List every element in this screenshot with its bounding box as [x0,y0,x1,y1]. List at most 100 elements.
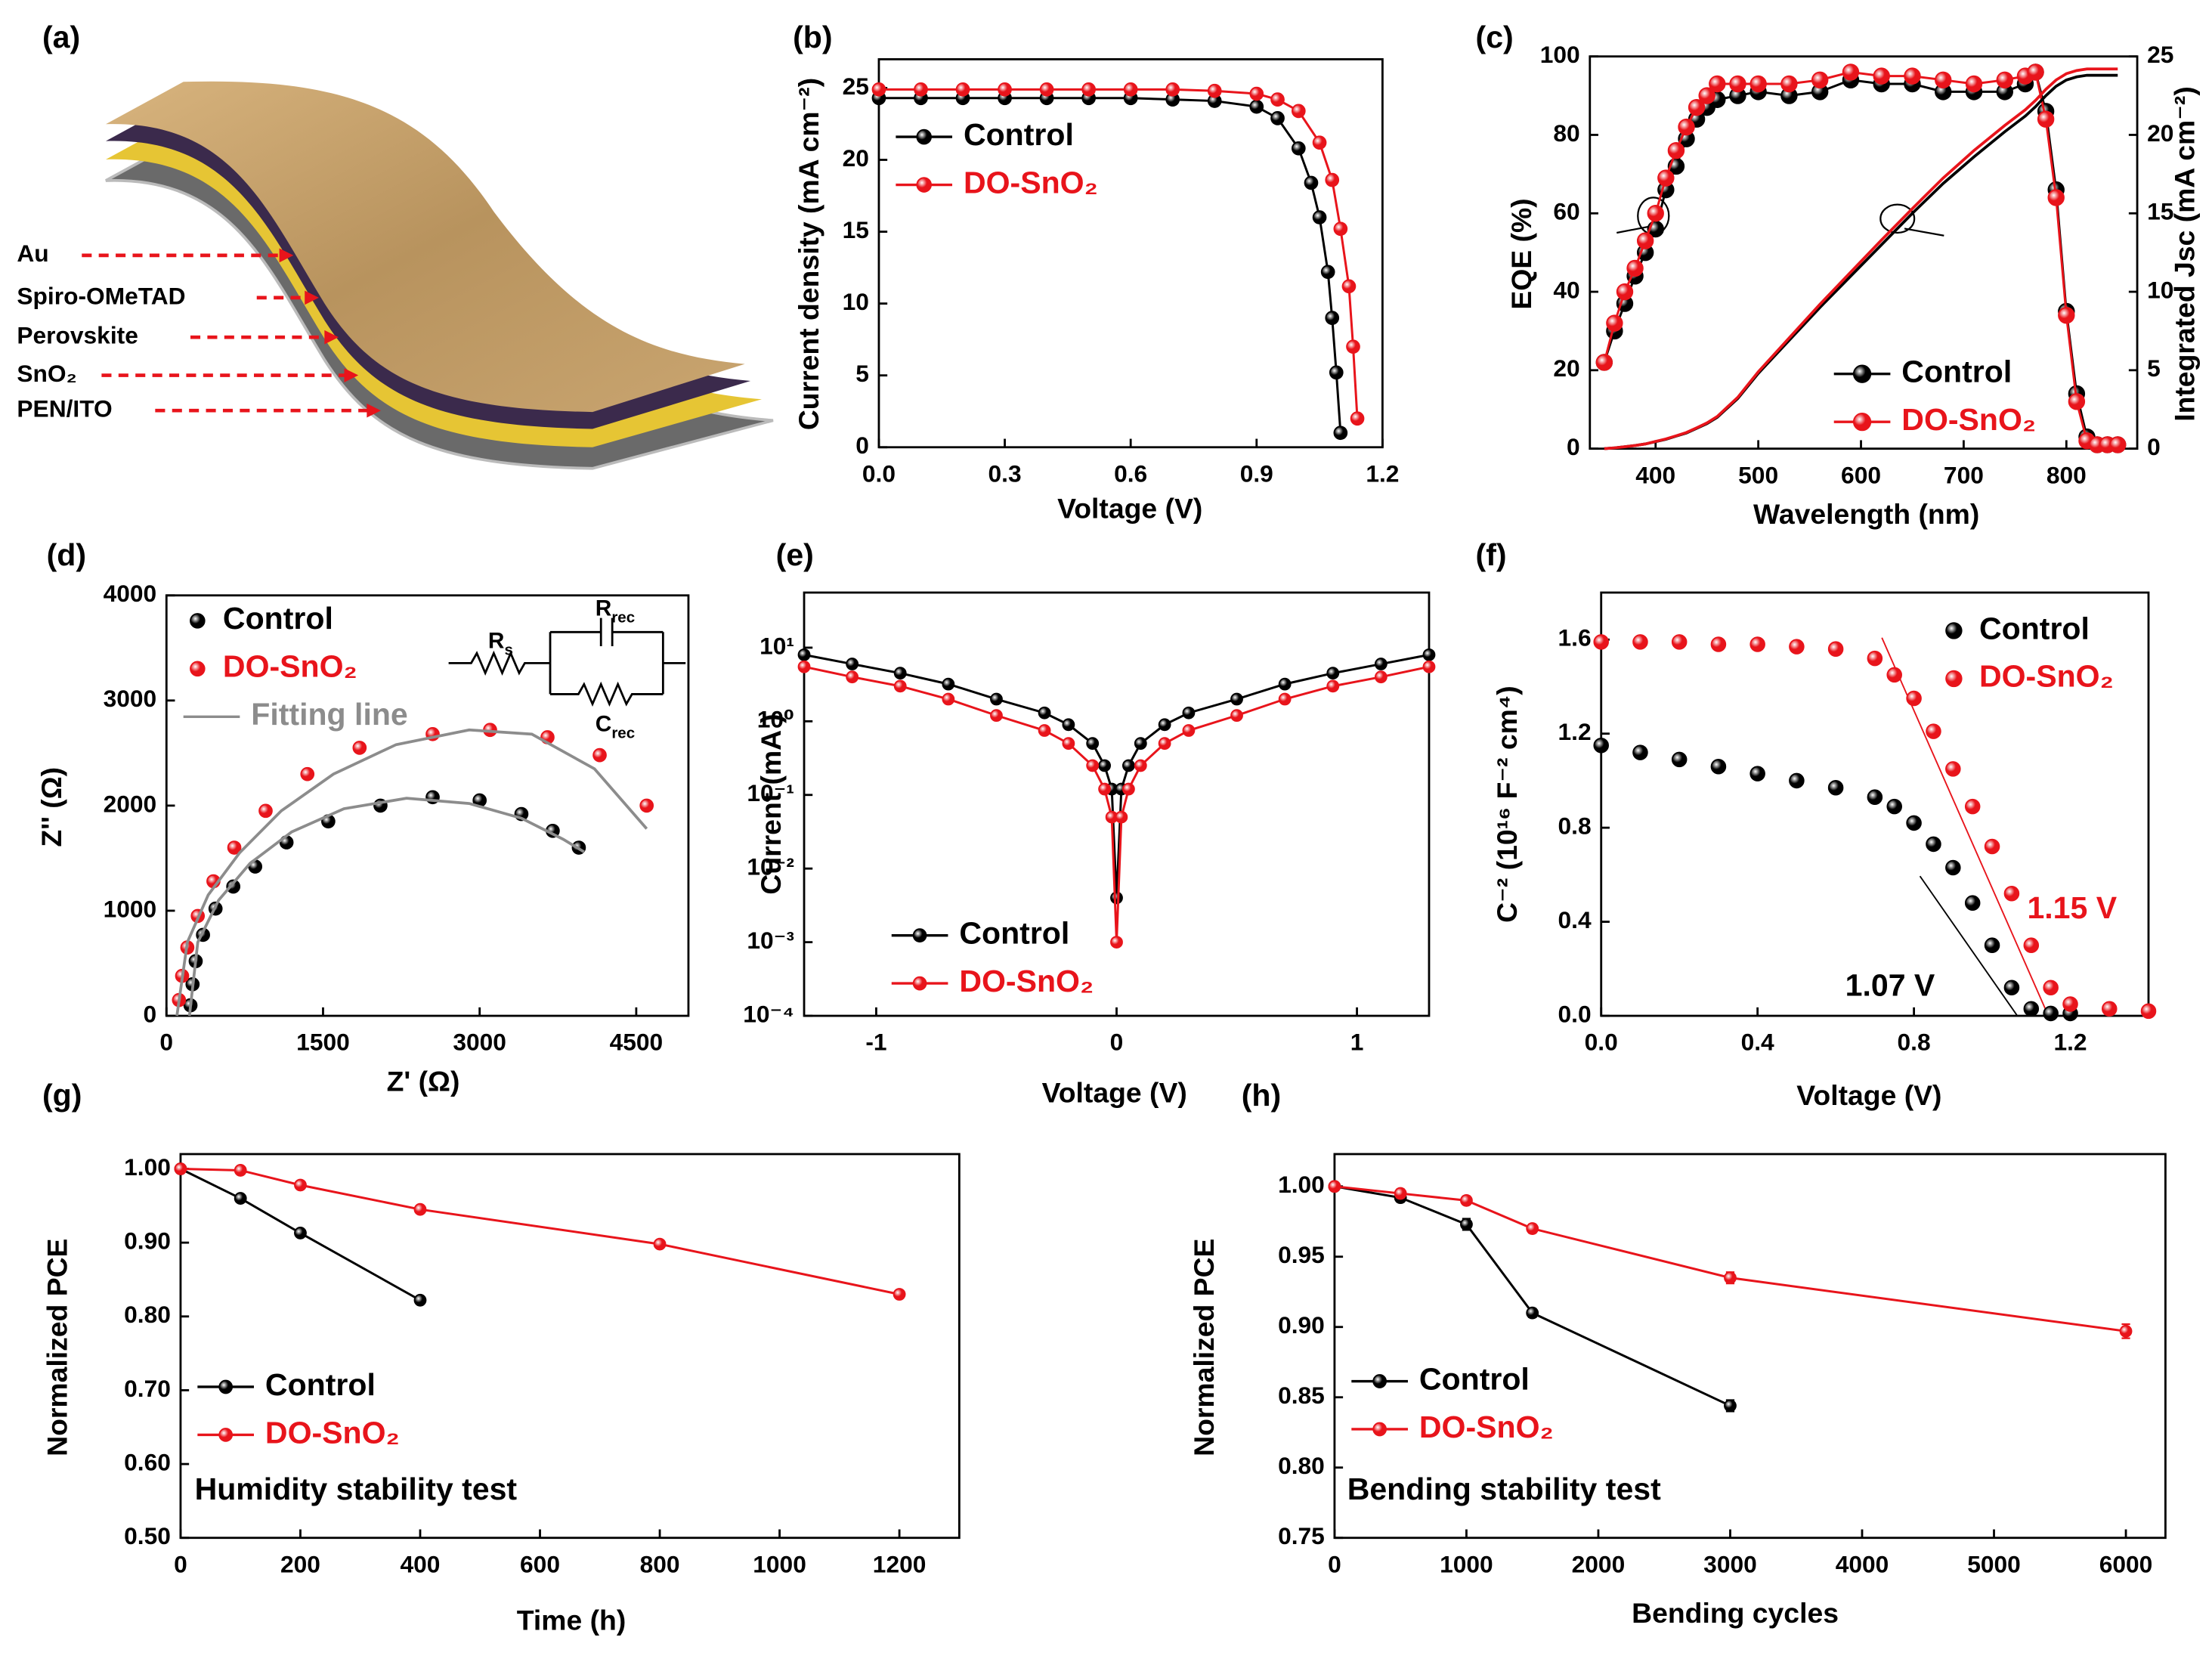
marker [1593,634,1609,650]
marker [1749,636,1765,652]
y-axis-label: Z'' (Ω) [36,767,67,847]
marker [1278,677,1292,691]
marker [2037,110,2055,128]
marker [1710,636,1727,652]
legend-label: Control [1979,611,2090,645]
legend-label: DO-SnO₂ [265,1415,400,1450]
marker [413,1202,427,1216]
marker [998,82,1012,97]
arrow-head [344,368,359,382]
marker [942,677,955,691]
marker [1671,634,1688,650]
legend-marker [1852,364,1872,383]
x-tick-label: 0.8 [1898,1029,1931,1056]
y-tick-label: 0.85 [1278,1382,1325,1409]
y-axis-label: Normalized PCE [41,1239,73,1456]
x-axis-label: Time (h) [517,1605,626,1636]
marker [955,82,970,97]
marker [1984,937,2000,953]
x-tick-label: 6000 [2099,1550,2153,1577]
x-tick-label: -1 [865,1029,886,1056]
marker [1526,1222,1539,1235]
marker [1867,789,1883,805]
marker [227,840,242,855]
y-tick-label: 60 [1553,198,1579,225]
annotation: 1.15 V [2027,890,2117,925]
marker [1671,751,1688,768]
annotation-text: C [596,711,612,736]
marker [1098,782,1111,796]
marker [1657,169,1675,187]
panel-label: (f) [1476,537,1507,572]
marker [1329,365,1344,380]
marker [1886,798,1902,815]
y-tick-label: 0 [1567,433,1580,460]
x-axis-label: Voltage (V) [1042,1076,1187,1108]
marker [1182,724,1196,737]
legend-marker [1945,622,1963,639]
marker [990,709,1003,723]
x-axis-label: Wavelength (nm) [1753,498,1979,530]
legend-marker [1372,1374,1387,1388]
y-tick-label: 0.0 [1558,1000,1592,1027]
marker [1291,141,1306,156]
layer-gold [106,81,745,413]
x-tick-label: 5000 [1967,1550,2021,1577]
y-tick-label: 1.00 [1278,1171,1325,1198]
marker [1158,718,1171,732]
y-tick-label: 0 [855,432,869,459]
marker [990,692,1003,706]
marker [1312,210,1327,224]
marker [1886,667,1902,683]
x-axis-label: Z' (Ω) [387,1066,460,1097]
y2-tick-label: 15 [2147,198,2173,225]
marker [639,798,654,813]
annotation-subscript: s [504,641,512,658]
marker [846,670,859,684]
marker [2140,1003,2157,1020]
marker [2047,189,2065,206]
y-tick-label: 80 [1553,119,1579,147]
y-tick-label: 1.00 [124,1153,171,1181]
x-tick-label: 1000 [1440,1550,1493,1577]
x-tick-label: 1000 [753,1550,806,1577]
marker [1709,75,1726,93]
marker [846,658,859,670]
marker [1873,67,1890,85]
x-axis-label: Voltage (V) [1057,493,1202,525]
marker [871,82,886,97]
marker [1394,1187,1407,1200]
marker [1724,1271,1737,1285]
marker [1326,679,1340,693]
marker [2023,1001,2040,1017]
series-line [180,1168,421,1301]
marker [2058,306,2075,324]
y-tick-label: 1.6 [1558,624,1592,651]
x-tick-label: 0 [159,1029,173,1056]
plot-frame [1589,55,2139,450]
y-tick-label: 100 [1540,41,1580,68]
tangent-line [1881,637,2050,1017]
x-tick-label: 0.3 [988,460,1022,487]
marker [1110,891,1123,905]
legend-marker [218,1428,234,1442]
marker [1374,670,1388,684]
guide-circle [1879,203,1916,234]
marker [1780,75,1798,93]
x-tick-label: 400 [1635,461,1675,488]
x-tick-label: 3000 [453,1029,506,1056]
marker [1724,1399,1737,1413]
marker [1039,82,1054,97]
marker [2109,436,2127,453]
legend-label: Control [223,601,333,636]
marker [1945,761,1961,777]
y-tick-label: 20 [1553,354,1579,382]
marker [1326,667,1340,680]
marker [942,692,955,706]
guide-arrow [1616,224,1654,234]
y-tick-label: 0.50 [124,1522,171,1549]
marker [1867,650,1883,667]
y-tick-label: 10⁻⁴ [743,1000,794,1027]
panel-label: (h) [1242,1078,1281,1113]
